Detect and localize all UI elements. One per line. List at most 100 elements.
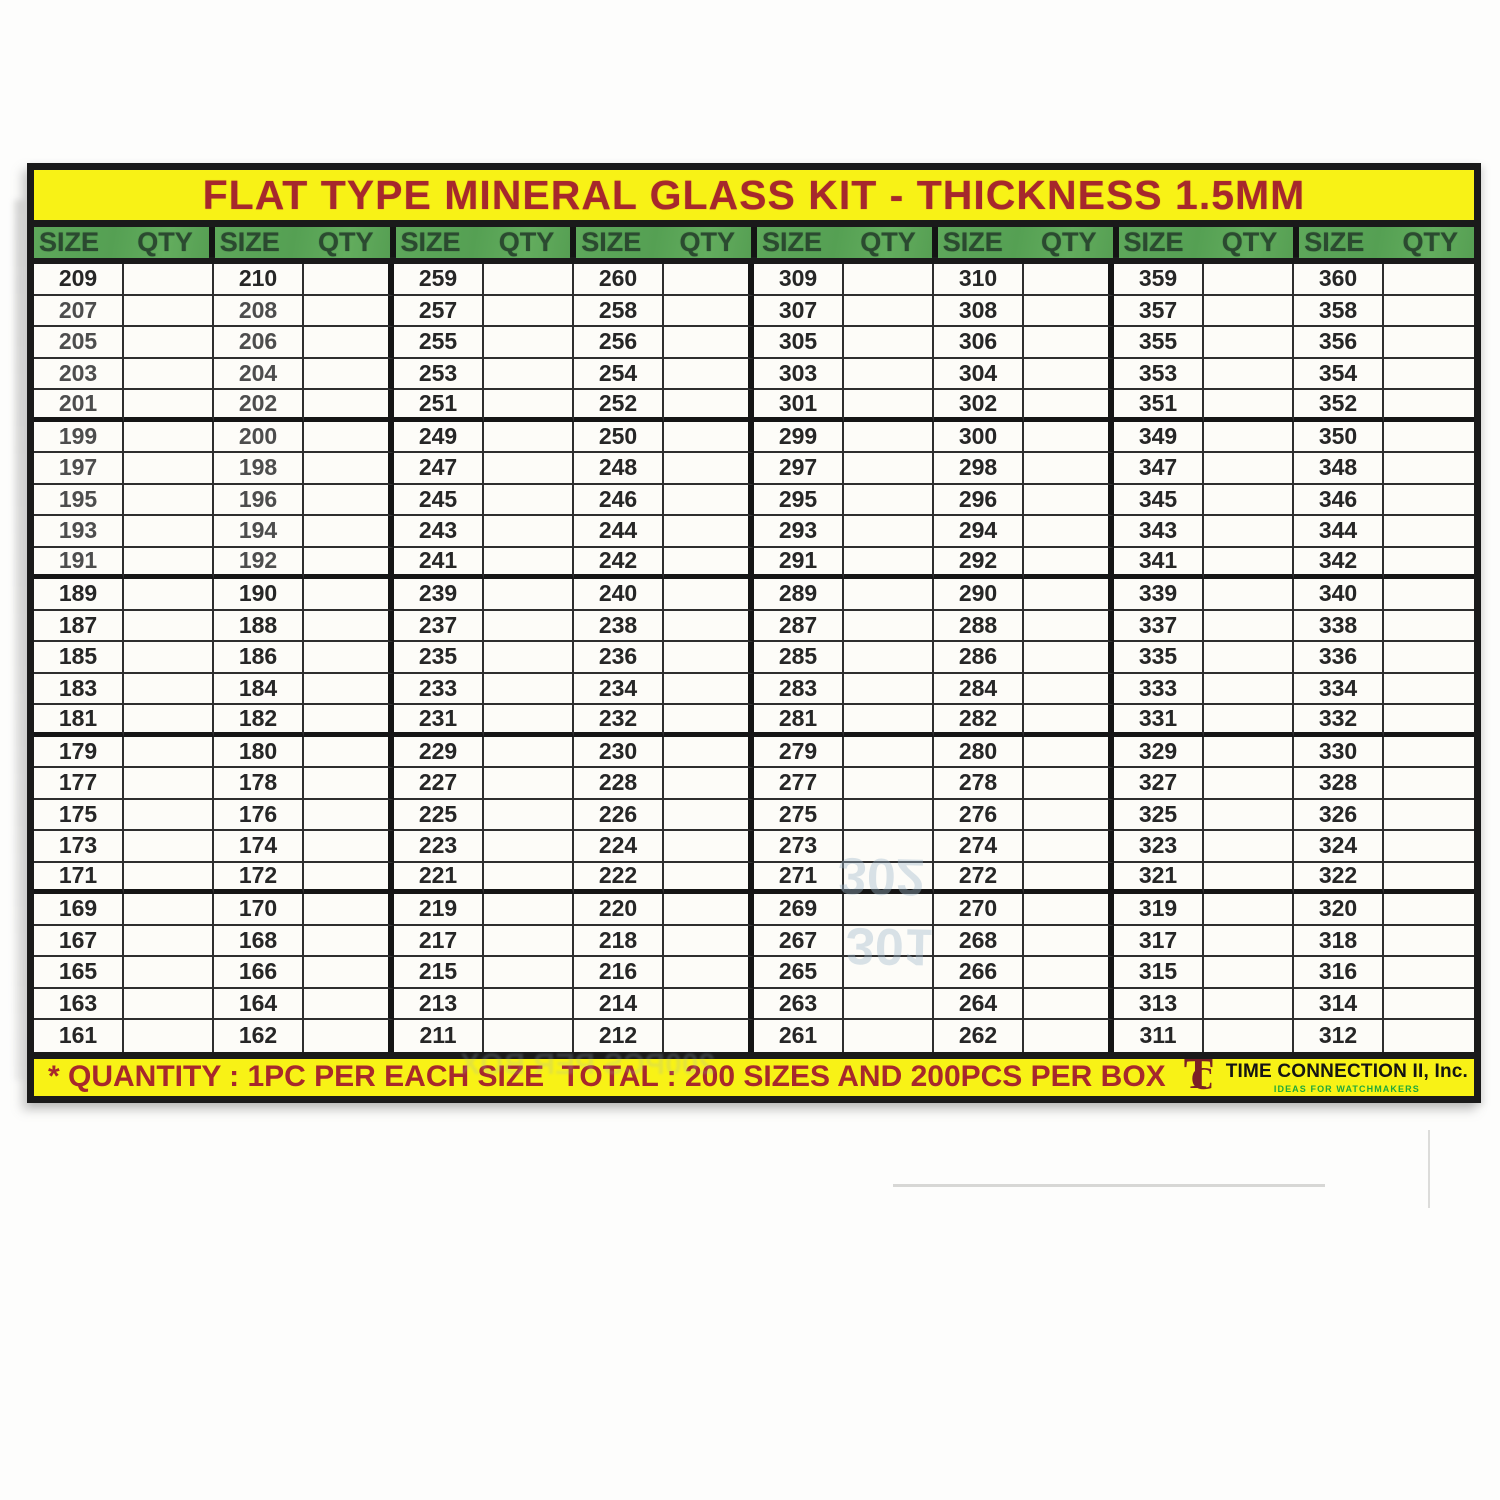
size-cell: 235 (394, 642, 484, 674)
size-cell: 249 (394, 421, 484, 453)
qty-cell (484, 736, 574, 768)
size-cell: 246 (574, 484, 664, 516)
qty-cell (1384, 737, 1474, 768)
size-cell: 307 (754, 295, 844, 327)
qty-cell (1204, 831, 1294, 863)
qty-cell (1024, 736, 1114, 768)
size-cell: 180 (214, 736, 304, 768)
size-cell: 298 (934, 453, 1024, 485)
qty-cell (664, 736, 754, 768)
size-cell: 248 (574, 453, 664, 485)
size-cell: 183 (34, 673, 124, 705)
qty-cell (304, 705, 394, 737)
size-cell: 175 (34, 799, 124, 831)
qty-cell (124, 610, 214, 642)
qty-cell (1024, 988, 1114, 1020)
size-cell: 279 (754, 736, 844, 768)
qty-cell (484, 957, 574, 989)
qty-cell (484, 768, 574, 800)
size-cell: 291 (754, 547, 844, 579)
size-cell: 199 (34, 421, 124, 453)
size-cell: 349 (1114, 421, 1204, 453)
size-cell: 186 (214, 642, 304, 674)
qty-cell (124, 925, 214, 957)
qty-cell (1384, 516, 1474, 548)
size-cell: 206 (214, 327, 304, 359)
qty-cell (124, 358, 214, 390)
size-cell: 317 (1114, 925, 1204, 957)
qty-cell (304, 579, 394, 611)
header-pair-cell: SIZE QTY (1299, 227, 1474, 258)
qty-cell (1204, 988, 1294, 1020)
qty-cell (484, 295, 574, 327)
qty-cell (664, 799, 754, 831)
size-cell: 335 (1114, 642, 1204, 674)
qty-cell (844, 295, 934, 327)
qty-cell (1384, 327, 1474, 359)
qty-cell (124, 862, 214, 894)
qty-cell (1204, 295, 1294, 327)
size-cell: 340 (1294, 579, 1384, 611)
qty-cell (1024, 768, 1114, 800)
qty-cell (304, 957, 394, 989)
qty-cell (844, 547, 934, 579)
size-cell: 188 (214, 610, 304, 642)
size-cell: 222 (574, 862, 664, 894)
qty-cell (1384, 611, 1474, 642)
size-cell: 168 (214, 925, 304, 957)
qty-cell (304, 516, 394, 548)
size-cell: 322 (1294, 862, 1384, 894)
size-cell: 293 (754, 516, 844, 548)
size-cell: 220 (574, 894, 664, 926)
size-cell: 201 (34, 390, 124, 422)
size-cell: 256 (574, 327, 664, 359)
size-cell: 236 (574, 642, 664, 674)
size-cell: 275 (754, 799, 844, 831)
qty-cell (664, 988, 754, 1020)
qty-cell (124, 421, 214, 453)
qty-cell (124, 988, 214, 1020)
qty-cell (124, 673, 214, 705)
qty-cell (1024, 358, 1114, 390)
size-cell: 319 (1114, 894, 1204, 926)
size-cell: 218 (574, 925, 664, 957)
qty-cell (1204, 390, 1294, 422)
size-cell: 207 (34, 295, 124, 327)
qty-cell (124, 516, 214, 548)
size-cell: 166 (214, 957, 304, 989)
header-size-label: SIZE (942, 227, 1003, 257)
size-cell: 304 (934, 358, 1024, 390)
size-cell: 314 (1294, 988, 1384, 1020)
size-cell: 333 (1114, 673, 1204, 705)
size-cell: 230 (574, 736, 664, 768)
size-cell: 276 (934, 799, 1024, 831)
qty-cell (484, 894, 574, 926)
size-cell: 290 (934, 579, 1024, 611)
qty-cell (1384, 674, 1474, 705)
size-cell: 295 (754, 484, 844, 516)
qty-cell (1204, 862, 1294, 894)
qty-cell (1384, 926, 1474, 957)
header-pair-cell: SIZE QTY (34, 227, 209, 258)
qty-cell (1204, 957, 1294, 989)
size-cell: 278 (934, 768, 1024, 800)
size-cell: 173 (34, 831, 124, 863)
size-cell: 351 (1114, 390, 1204, 422)
qty-cell (844, 579, 934, 611)
size-cell: 337 (1114, 610, 1204, 642)
table-header-row: SIZE QTY SIZE QTY SIZE QTY SIZE QTY SIZE QTY SIZE Q… (34, 227, 1474, 264)
size-cell: 242 (574, 547, 664, 579)
qty-cell (124, 768, 214, 800)
qty-cell (124, 799, 214, 831)
size-cell: 214 (574, 988, 664, 1020)
qty-cell (1384, 548, 1474, 579)
qty-cell (1384, 453, 1474, 485)
qty-cell (304, 831, 394, 863)
qty-cell (484, 390, 574, 422)
qty-cell (1024, 327, 1114, 359)
size-qty-table: 209 210 259 260 309 310 359 360 207 208 257 258 307 3… (34, 264, 1474, 1052)
qty-cell (124, 327, 214, 359)
qty-cell (484, 705, 574, 737)
qty-cell (844, 862, 934, 894)
size-cell: 309 (754, 264, 844, 296)
